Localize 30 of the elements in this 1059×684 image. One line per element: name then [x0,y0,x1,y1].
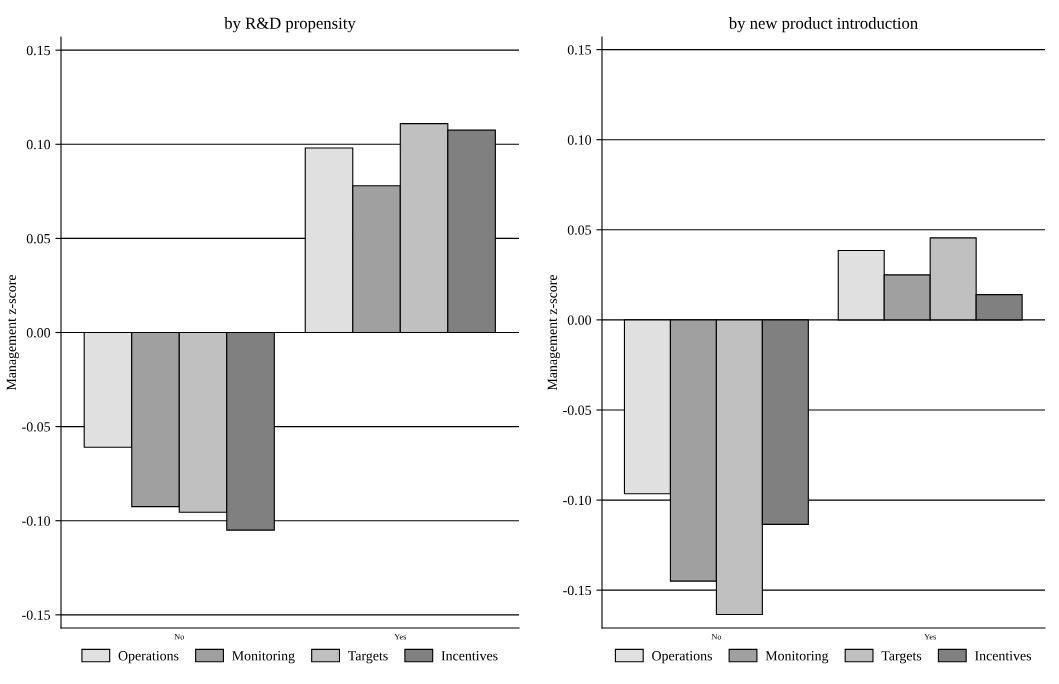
y-tick-label: -0.10 [22,516,51,526]
legend-label: Incentives [441,651,498,661]
y-axis-title: Management z-score [6,274,19,391]
y-tick-label: 0.00 [26,328,51,338]
y-tick-label: 0.10 [26,139,51,150]
y-tick-label: 0.15 [567,45,592,55]
y-tick-label: 0.15 [26,45,51,56]
y-tick-label: -0.05 [22,422,51,432]
legend-label: Monitoring [765,651,829,664]
y-tick-label: -0.10 [563,495,592,506]
chart-title: by R&D propensity [224,17,356,33]
legend-label: Operations [118,651,179,664]
x-tick-label: Yes [394,633,407,640]
legend-label: Targets [881,651,922,664]
y-tick-label: 0.00 [567,315,592,325]
y-tick-label: -0.15 [563,585,592,596]
chart-title: by new product introduction [728,17,918,33]
x-tick-label: No [711,633,722,640]
legend-label: Operations [652,651,712,664]
x-tick-label: No [174,633,185,640]
legend-label: Incentives [975,651,1032,661]
legend-label: Targets [348,651,388,664]
x-tick-label: Yes [924,633,936,640]
y-tick-label: -0.15 [22,610,51,620]
y-tick-label: 0.05 [567,225,592,235]
legend-label: Monitoring [232,651,295,664]
y-tick-label: 0.10 [567,135,592,145]
y-tick-label: 0.05 [26,233,51,244]
y-tick-label: -0.05 [563,405,592,415]
y-axis-title: Management z-score [547,274,560,391]
